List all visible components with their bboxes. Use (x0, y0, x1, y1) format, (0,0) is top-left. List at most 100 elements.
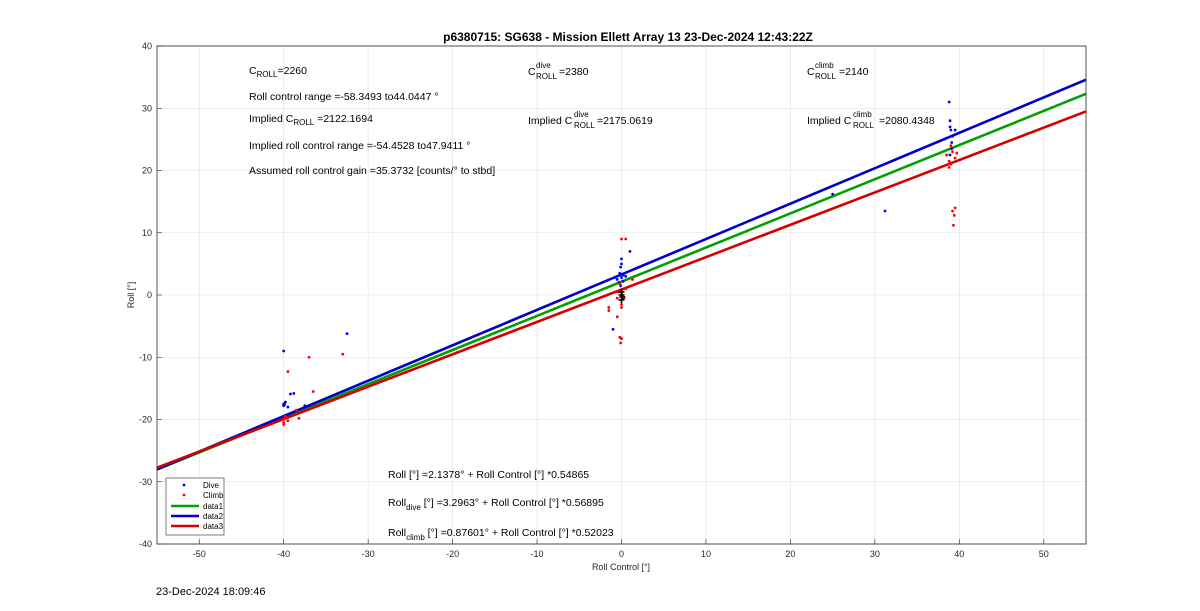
x-tick-label: 40 (954, 549, 964, 559)
point-dive (953, 128, 957, 132)
roll-gain-annotation: Assumed roll control gain =35.3732 [coun… (249, 165, 495, 177)
point-dive (283, 403, 286, 406)
point-climb (624, 287, 628, 291)
point-climb (311, 390, 315, 393)
point-climb (620, 306, 623, 309)
x-tick-label: -40 (277, 549, 290, 559)
point-climb (341, 352, 345, 356)
svg-text:=2140: =2140 (839, 66, 869, 78)
point-dive (620, 257, 623, 261)
point-dive (942, 137, 946, 141)
point-dive (831, 192, 835, 196)
point-dive (613, 276, 617, 279)
x-tick-label: -30 (362, 549, 375, 559)
c-roll-annotation: CROLL=2260 (249, 65, 307, 79)
y-tick-label: -10 (139, 352, 152, 362)
point-climb (615, 296, 619, 300)
equation-climb: Rollclimb [°] =0.87601° + Roll Control [… (388, 527, 614, 542)
point-climb (618, 282, 622, 286)
point-dive (345, 332, 349, 335)
y-tick-label: 30 (142, 103, 152, 113)
point-dive (951, 134, 954, 138)
point-dive (282, 349, 286, 353)
point-climb (953, 206, 957, 210)
point-dive (948, 125, 952, 129)
x-tick-label: 0 (619, 549, 624, 559)
fit-line-data2 (156, 78, 1087, 471)
point-climb (607, 309, 611, 312)
legend-climb-label: Climb (203, 491, 224, 500)
y-tick-label: 20 (142, 166, 152, 176)
y-tick-label: 40 (142, 41, 152, 51)
point-climb (615, 315, 619, 319)
point-climb (282, 423, 286, 426)
point-dive (615, 278, 619, 281)
svg-text:Implied C: Implied C (528, 115, 573, 127)
y-tick-label: -20 (139, 415, 152, 425)
point-climb (953, 156, 957, 160)
point-dive (950, 141, 954, 144)
svg-text:dive: dive (574, 110, 589, 119)
svg-text:ROLL: ROLL (815, 72, 836, 81)
c-roll-climb-annotation: C climb ROLL =2140 (807, 61, 869, 81)
point-climb (307, 355, 311, 359)
point-dive (619, 265, 623, 269)
point-climb (607, 306, 611, 309)
point-dive (620, 276, 623, 279)
point-climb (952, 213, 956, 217)
legend-dive-marker (182, 483, 186, 487)
point-dive (303, 404, 307, 408)
svg-text:ROLL: ROLL (536, 72, 557, 81)
point-climb (949, 144, 953, 148)
svg-text:climb: climb (815, 61, 834, 70)
implied-c-roll-annotation: Implied CROLL =2122.1694 (249, 113, 373, 127)
legend: Dive Climb data1 data2 data3 (165, 477, 225, 536)
point-climb (620, 237, 623, 241)
point-climb (620, 337, 623, 340)
point-dive (950, 147, 954, 151)
equation-all: Roll [°] =2.1378° + Roll Control [°] *0.… (388, 469, 589, 481)
point-climb (286, 419, 290, 423)
svg-text:=2380: =2380 (559, 66, 589, 78)
legend-climb-marker (182, 493, 186, 497)
point-dive (620, 262, 623, 266)
center-mark (618, 296, 625, 303)
svg-text:=2175.0619: =2175.0619 (597, 115, 653, 127)
y-axis-label: Roll [°] (126, 282, 136, 309)
point-climb (282, 418, 286, 421)
y-tick-label: -40 (139, 539, 152, 549)
equation-dive: Rolldive [°] =3.2963° + Roll Control [°]… (388, 497, 604, 512)
svg-text:C: C (807, 66, 815, 78)
x-tick-label: -20 (446, 549, 459, 559)
implied-c-roll-climb-annotation: Implied C climb ROLL =2080.4348 (807, 110, 935, 130)
point-dive (286, 405, 290, 409)
x-tick-label: -10 (531, 549, 544, 559)
x-tick-label: 20 (785, 549, 795, 559)
svg-text:climb: climb (853, 110, 872, 119)
point-dive (883, 209, 887, 213)
point-climb (949, 162, 953, 166)
svg-text:dive: dive (536, 61, 551, 70)
point-climb (955, 151, 959, 155)
center-mark (618, 288, 625, 295)
y-tick-label: 0 (147, 290, 152, 300)
footer-timestamp: 23-Dec-2024 18:09:46 (156, 586, 266, 598)
x-tick-label: -50 (193, 549, 206, 559)
point-climb (619, 341, 623, 345)
point-climb (286, 370, 290, 373)
c-roll-dive-annotation: C dive ROLL =2380 (528, 61, 589, 81)
legend-data3-label: data3 (203, 522, 224, 531)
point-dive (621, 273, 625, 277)
implied-roll-range-annotation: Implied roll control range =-54.4528 to4… (249, 140, 470, 152)
point-dive (292, 391, 296, 395)
point-climb (951, 209, 954, 213)
y-tick-label: 10 (142, 228, 152, 238)
point-climb (951, 150, 954, 154)
point-climb (620, 302, 623, 306)
axis-ticks: -50 -40 -30 -20 -10 0 10 20 30 40 50 -40 -30 -20 -10 0 1… (139, 41, 1049, 559)
roll-control-range-annotation: Roll control range =-58.3493 to44.0447 ° (249, 91, 439, 103)
svg-text:Implied C: Implied C (807, 115, 852, 127)
point-dive (947, 100, 951, 104)
point-dive (289, 392, 292, 396)
point-dive (618, 271, 622, 275)
